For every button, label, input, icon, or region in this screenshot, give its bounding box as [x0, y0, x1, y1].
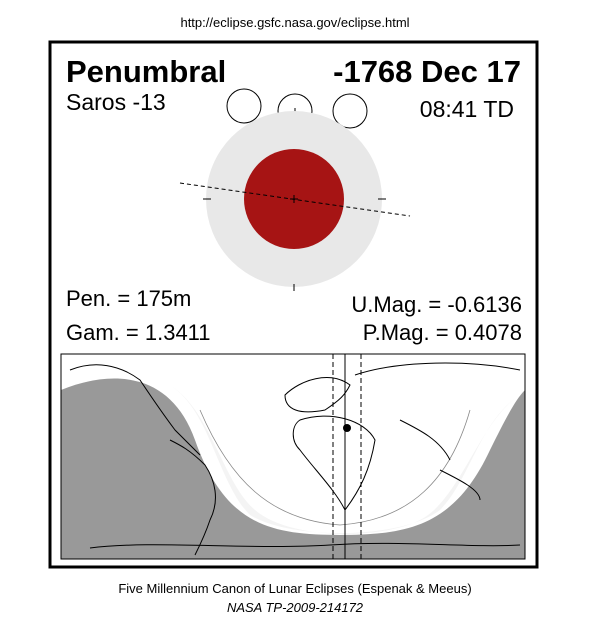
coastlines: [69, 362, 521, 556]
map-border: [60, 353, 526, 560]
footer-ref: NASA TP-2009-214172: [227, 600, 364, 615]
moon-end: [332, 93, 368, 129]
visibility-curve: [199, 409, 471, 526]
time: 08:41 TD: [420, 96, 514, 122]
moon-start: [226, 88, 262, 124]
penumbral-magnitude: P.Mag. = 0.4078: [363, 320, 522, 345]
moon-path: [179, 182, 411, 217]
umbral-magnitude: U.Mag. = -0.6136: [351, 292, 522, 317]
subsolar-point: [343, 424, 351, 432]
eclipse-type: Penumbral: [66, 54, 226, 89]
gamma: Gam. = 1.3411: [66, 320, 211, 345]
source-url: http://eclipse.gsfc.nasa.gov/eclipse.htm…: [180, 15, 409, 30]
footer-title: Five Millennium Canon of Lunar Eclipses …: [118, 581, 471, 596]
saros: Saros -13: [66, 89, 166, 115]
axis-ticks: [203, 195, 386, 291]
eclipse-date: -1768 Dec 17: [333, 54, 521, 89]
pen-duration: Pen. = 175m: [66, 286, 191, 311]
world-map: [60, 353, 526, 560]
night-region: [61, 378, 525, 559]
